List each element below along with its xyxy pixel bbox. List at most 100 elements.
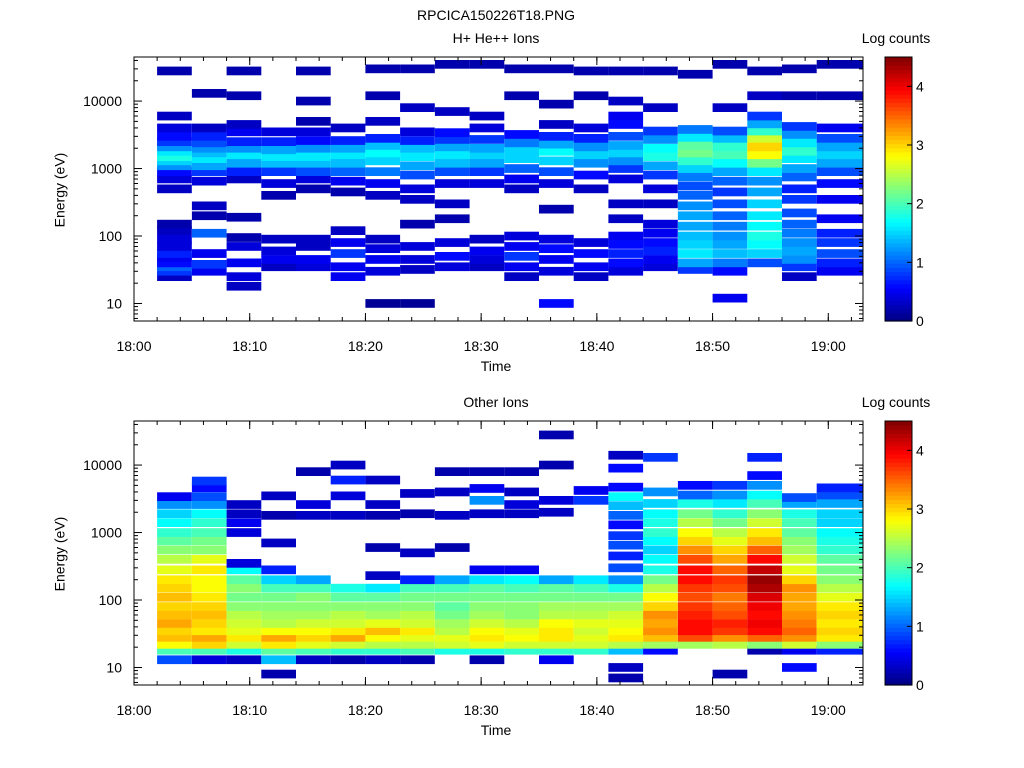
spectrogram-cell <box>712 249 748 258</box>
spectrogram-cell <box>643 103 678 112</box>
spectrogram-cell <box>573 238 609 247</box>
colorbar-frame <box>884 56 913 322</box>
panel-1-title: H+ He++ Ions <box>452 30 540 46</box>
spectrogram-cell <box>573 249 609 258</box>
spectrogram-cell <box>469 150 505 160</box>
spectrogram-cell <box>226 272 262 281</box>
spectrogram-cell <box>539 179 574 188</box>
spectrogram-cell <box>226 174 262 184</box>
spectrogram-cell <box>434 107 470 116</box>
spectrogram-cell <box>539 167 574 176</box>
spectrogram-cell <box>573 170 609 180</box>
spectrogram-cell <box>782 130 817 139</box>
spectrogram-cell <box>469 111 505 121</box>
spectrogram-cell <box>330 272 366 281</box>
spectrogram-cell <box>434 214 470 224</box>
spectrogram-cell <box>677 265 713 274</box>
spectrogram-cell <box>469 158 505 168</box>
spectrogram-cell <box>677 156 713 166</box>
spectrogram-cell <box>643 126 678 136</box>
spectrogram-cell <box>365 134 401 143</box>
x-tick-label: 19:00 <box>811 338 846 354</box>
spectrogram-cell <box>677 133 713 142</box>
spectrogram-cell <box>365 266 401 276</box>
spectrogram-cell <box>365 156 401 166</box>
colorbar-segment <box>885 172 912 178</box>
spectrogram-cell <box>677 141 713 150</box>
spectrogram-cell <box>677 211 713 221</box>
spectrogram-cell <box>157 123 192 133</box>
spectrogram-cell <box>747 231 782 241</box>
spectrogram-cell <box>365 148 401 158</box>
spectrogram-cell <box>712 293 748 303</box>
spectrogram-cell <box>816 258 863 268</box>
spectrogram-cell <box>191 132 227 141</box>
spectrogram-cell <box>539 147 574 156</box>
spectrogram-cell <box>747 167 782 176</box>
spectrogram-cell <box>712 134 748 143</box>
colorbar-segment <box>885 139 912 145</box>
spectrogram-cell <box>261 191 296 200</box>
spectrogram-cell <box>712 167 748 176</box>
colorbar-segment <box>885 123 912 128</box>
spectrogram-cell <box>747 158 782 168</box>
spectrogram-cell <box>712 231 748 241</box>
spectrogram-cell <box>608 231 644 241</box>
spectrogram-cell <box>747 126 782 136</box>
spectrogram-cell <box>677 172 713 182</box>
spectrogram-cell <box>782 228 817 238</box>
spectrogram-cell <box>782 272 817 281</box>
x-tick-label: 18:00 <box>116 338 151 354</box>
spectrogram-cell <box>608 156 644 166</box>
spectrogram-cell <box>608 240 644 249</box>
spectrogram-cell <box>434 135 470 144</box>
colorbar-segment <box>885 308 912 314</box>
spectrogram-cell <box>747 199 782 209</box>
spectrogram-cell <box>782 255 817 264</box>
spectrogram-cell <box>434 60 470 69</box>
x-tick-label: 18:10 <box>232 338 267 354</box>
colorbar-segment <box>885 57 912 62</box>
spectrogram-cell <box>400 152 435 161</box>
spectrogram-cell <box>747 211 782 221</box>
spectrogram-cell <box>191 260 227 269</box>
spectrogram-cell <box>191 176 227 186</box>
spectrogram-cell <box>296 174 331 184</box>
colorbar-segment <box>885 226 912 231</box>
colorbar-segment <box>885 131 912 136</box>
spectrogram-cell <box>365 255 401 264</box>
spectrogram-cell <box>573 262 609 272</box>
spectrogram-cell <box>157 184 192 194</box>
colorbar-segment <box>885 143 912 149</box>
spectrogram-cell <box>504 147 539 156</box>
spectrogram-cell <box>816 158 863 168</box>
spectrogram-cell <box>608 141 644 150</box>
spectrogram-cell <box>782 246 817 256</box>
spectrogram-cell <box>782 208 817 218</box>
colorbar-segment <box>885 255 912 260</box>
spectrogram-cell <box>296 66 331 76</box>
y-tick-label: 10000 <box>83 93 122 109</box>
x-tick-label: 18:30 <box>464 338 499 354</box>
spectrogram-cell <box>816 179 863 188</box>
spectrogram-cell <box>330 136 366 145</box>
spectrogram-cell <box>261 262 296 272</box>
colorbar-segment <box>885 292 912 297</box>
spectrogram-cell <box>400 265 435 274</box>
spectrogram-cell <box>296 152 331 161</box>
spectrogram-cell <box>816 91 863 101</box>
spectrogram-cell <box>434 150 470 160</box>
colorbar-segment <box>885 197 912 202</box>
spectrogram-cell <box>400 219 435 229</box>
spectrogram-cell <box>782 122 817 131</box>
panel-2-x-axis-label: Time <box>480 722 512 738</box>
spectrogram-cell <box>643 199 678 209</box>
colorbar-segment <box>885 98 912 103</box>
spectrogram-cell <box>539 234 574 244</box>
colorbar-segment <box>885 283 912 289</box>
spectrogram-cell <box>747 258 782 268</box>
spectrogram-cell <box>261 246 296 256</box>
spectrogram-cell <box>157 242 192 251</box>
spectrogram-cell <box>816 266 863 276</box>
